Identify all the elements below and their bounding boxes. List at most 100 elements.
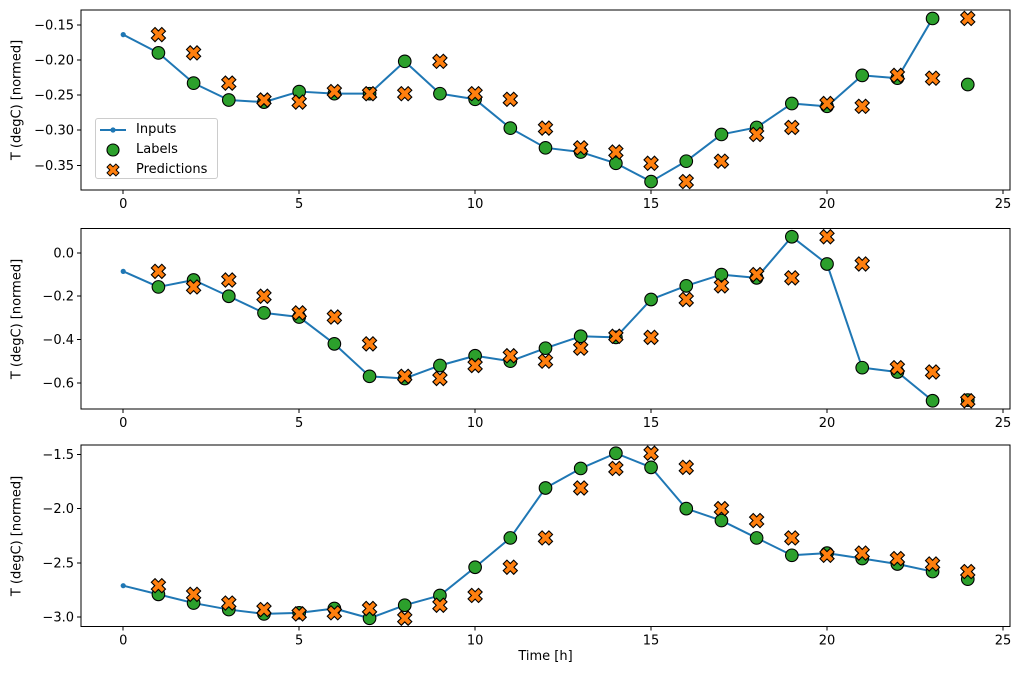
y-tick-label: −3.0 [42,611,74,626]
label-point [714,513,729,528]
prediction-point [185,279,202,295]
label-point [151,280,166,294]
y-tick-label: −0.6 [42,376,74,391]
x-tick-label: 10 [467,634,484,649]
subplot-2: 0 5 10 15 20 25 0.0 −0.2 −0.4 −0.6 [42,228,1012,431]
plot-frame [80,228,1011,410]
inputs-line [122,17,934,183]
y-tick-label: −2.0 [42,502,74,517]
label-point [573,329,588,344]
y-tick-label: −1.5 [42,448,74,463]
prediction-point [924,364,941,380]
x-tick-label: 20 [819,416,836,431]
y-tick-label: −0.20 [34,53,74,68]
label-point [749,531,764,545]
prediction-point [783,269,800,286]
prediction-point [537,120,554,136]
label-point [925,11,940,26]
prediction-point [361,600,378,617]
label-point [714,127,729,142]
label-point [820,257,834,271]
prediction-point [959,392,976,409]
prediction-point [502,559,519,576]
x-tick-label: 5 [295,634,303,649]
label-point [679,154,694,169]
prediction-point [326,309,343,325]
x-tick-label: 25 [995,197,1012,212]
label-point [433,86,447,101]
y-tick-label: −0.35 [34,159,74,174]
labels-circle-icon [106,143,120,157]
prediction-point [537,353,554,370]
label-point [960,77,975,92]
prediction-point [959,563,976,580]
input-point [120,32,126,38]
legend-label-inputs: Inputs [136,122,177,137]
y-tick-label: −0.25 [34,89,74,104]
prediction-point [432,370,448,387]
x-tick-label: 25 [995,416,1012,431]
prediction-point [608,460,624,477]
input-point [120,268,126,274]
label-point [362,369,377,384]
y-axis-label-bottom: T (degC) [normed] [9,475,25,597]
prediction-point [150,263,167,280]
x-tick-label: 25 [995,634,1012,649]
label-point [221,289,236,304]
label-point [679,501,694,516]
label-point [538,140,553,155]
prediction-point [396,85,413,102]
prediction-point [396,368,413,385]
prediction-point [819,95,835,112]
label-point [714,267,729,282]
x-tick-label: 5 [295,416,303,431]
prediction-point [572,340,589,357]
prediction-point [502,91,519,108]
label-point [644,460,658,475]
label-point [468,560,482,575]
prediction-point [326,83,343,100]
x-tick-label: 20 [819,634,836,649]
prediction-point [291,606,308,622]
label-point [503,121,518,135]
x-tick-label: 0 [119,197,127,212]
prediction-point [854,545,871,561]
prediction-point [924,70,941,87]
x-tick-label: 15 [643,197,660,212]
legend: Inputs Labels Predictions [95,118,218,179]
input-point [120,583,126,589]
subplot-1: 0 5 10 15 20 25 −0.15 −0.20 −0.25 −0.30 −0.35 [34,9,1012,212]
label-point [679,279,694,293]
x-tick-label: 15 [643,634,660,649]
prediction-point [748,266,765,283]
label-point [784,548,799,563]
inputs-line [122,452,933,620]
label-point [327,337,342,351]
legend-item-labels: Labels [99,140,217,160]
label-point [609,446,623,461]
y-axis-label-top: T (degC) [normed] [9,39,25,161]
prediction-point [854,256,871,272]
prediction-point [291,305,308,321]
legend-item-predictions: Predictions [99,160,217,180]
prediction-point [291,94,308,110]
prediction-point [783,119,800,136]
plot-frame [80,444,1011,627]
x-tick-label: 10 [467,197,484,212]
label-point [257,306,271,320]
prediction-point [678,459,695,476]
y-tick-label: −0.15 [34,18,74,33]
prediction-point [150,577,167,594]
y-tick-label: −0.2 [42,290,74,305]
prediction-point [185,45,202,61]
label-point [221,93,236,107]
inputs-line-icon [100,127,126,133]
prediction-point [432,597,448,614]
label-point [784,96,799,111]
prediction-point [220,272,237,288]
prediction-point [150,26,167,43]
prediction-point [748,126,765,143]
prediction-point [748,512,765,529]
